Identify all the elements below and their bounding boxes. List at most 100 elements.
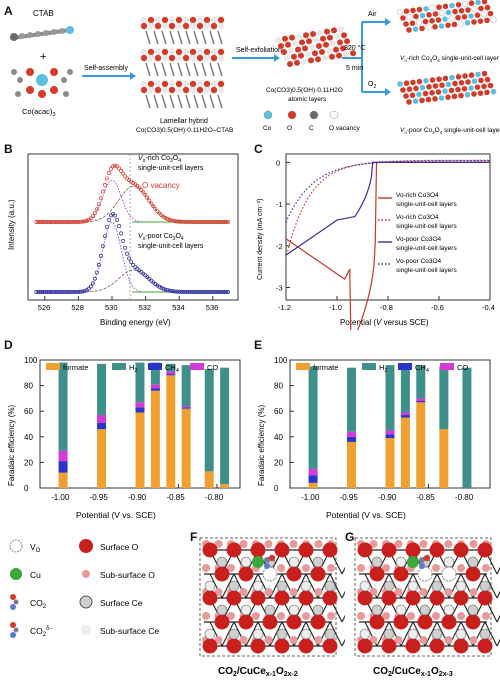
subsurface-o-atom: [214, 636, 223, 644]
xps-point: [52, 290, 57, 294]
fe-bar-h2: [166, 363, 176, 372]
xps-point: [76, 219, 81, 224]
surface-o-atom: [322, 590, 338, 606]
fe-legend-swatch: [440, 363, 454, 370]
slab-atom: [448, 87, 455, 94]
ctab-chain: [201, 30, 207, 45]
lamellar-atom: [196, 48, 204, 56]
arrow-head-self-assembly: [130, 72, 136, 80]
lattice-bond: [484, 573, 498, 599]
subsurface-o-atom: [394, 540, 403, 548]
fe-ytick-label: 100: [274, 356, 288, 365]
subsurface-o-atom: [419, 636, 428, 644]
lamellar-atom: [147, 54, 155, 62]
xps-point: [129, 260, 134, 265]
xps-point: [50, 220, 55, 224]
surface-o-atom: [274, 542, 290, 558]
atomic-atom: [285, 41, 291, 48]
structure-legend-label: CO2: [30, 598, 47, 610]
co-acac-label: Co(acac)3: [22, 107, 56, 118]
panel-letter-b: B: [4, 142, 13, 156]
panel-b: B Intensity (a.u.) Binding energy (eV) 5…: [0, 140, 250, 330]
lamellar-atom: [217, 86, 225, 94]
slab-atom: [442, 75, 449, 82]
xps-point: [44, 220, 49, 224]
vo-rich-layer-label: Vo-rich Co3O4 single-unit-cell layer: [400, 55, 500, 63]
xps-point: [102, 182, 107, 187]
slab-atom: [475, 0, 481, 6]
slab-atom: [412, 26, 419, 32]
slab-atom: [429, 90, 435, 96]
atomic-atom: [292, 40, 298, 47]
xps-plot-frame: [27, 153, 239, 301]
surface-o-atom: [453, 638, 469, 654]
xps-point: [38, 290, 43, 294]
lamellar-atom: [203, 80, 211, 88]
xps-point: [225, 290, 230, 294]
lsv-ytick-label: -3: [276, 283, 283, 292]
surface-o-atom: [477, 590, 493, 606]
slab-atom: [465, 7, 471, 13]
surface-o-atom: [393, 566, 409, 582]
xps-point: [205, 220, 210, 224]
ce-atom: [359, 628, 371, 640]
fe-bar-formate: [400, 417, 410, 488]
lsv-legend-label2: single-unit-cell layers: [396, 267, 457, 274]
fe-xtick-label: -0.90: [128, 493, 147, 502]
fe-legend-swatch: [190, 363, 204, 370]
xps-point: [147, 198, 152, 203]
slab-atom: [457, 20, 465, 27]
ce-atom: [216, 556, 228, 568]
fe-legend-swatch: [398, 363, 412, 370]
fe-bar-formate: [347, 441, 357, 488]
ctab-chain: [177, 62, 183, 77]
lamellar-atom: [140, 54, 148, 62]
atomic-atom: [323, 41, 329, 48]
arrow-head-air: [385, 18, 391, 26]
panel-g: G CO2/CuCex-1O2x-3: [345, 528, 500, 688]
fe-legend-swatch: [362, 363, 376, 370]
fe-bar-ch4: [166, 374, 176, 376]
slab-atom: [490, 16, 497, 23]
slab-atom: [458, 8, 465, 14]
xps-point: [159, 285, 164, 290]
lamellar-atom: [168, 80, 176, 88]
slab-atom: [419, 12, 426, 19]
lamellar-atom: [161, 22, 169, 30]
surface-o-atom: [226, 638, 242, 654]
surface-o-atom: [238, 614, 254, 630]
fe-ytick-label: 0: [24, 484, 29, 493]
fe-bar-co: [97, 415, 107, 423]
ctab-chain: [177, 30, 183, 45]
xps-point: [121, 171, 126, 176]
atomic-atom: [281, 49, 287, 55]
lamellar-atom: [196, 80, 204, 88]
xps-point: [70, 290, 75, 294]
fe-xtick-label: -0.95: [340, 493, 359, 502]
fe-ytick-label: 100: [24, 356, 38, 365]
slab-atom: [438, 95, 445, 101]
slab-atom: [403, 80, 410, 86]
xps-point: [34, 220, 39, 224]
xps-point: [58, 220, 63, 224]
vacancy-site: [262, 566, 278, 582]
fe-bar-ch4: [135, 407, 145, 413]
xps-point: [195, 220, 200, 224]
slab-atom: [475, 71, 481, 78]
xps-point: [167, 288, 172, 293]
xps-point: [137, 185, 142, 190]
lamellar-atom: [140, 48, 148, 56]
fe-bar-h2: [135, 362, 145, 403]
lattice-bond: [400, 621, 414, 647]
slab-atom: [465, 79, 471, 85]
slab-atom: [406, 86, 413, 92]
lamellar-atom: [182, 54, 190, 62]
slab-atom: [432, 11, 439, 17]
surface-o-atom: [262, 614, 278, 630]
ce-atom: [312, 556, 324, 568]
xps-point: [46, 220, 51, 224]
lamellar-atom: [182, 16, 190, 24]
atomic-atom: [320, 35, 326, 42]
fe-xtick-label: -0.95: [90, 493, 109, 502]
ce-atom: [371, 556, 383, 568]
